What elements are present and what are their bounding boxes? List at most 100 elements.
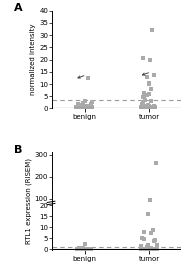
Point <box>86 104 89 108</box>
Point <box>90 247 93 251</box>
Point <box>147 247 150 251</box>
Point <box>147 92 150 96</box>
Point <box>148 81 151 85</box>
Point <box>143 104 146 108</box>
Point <box>84 247 87 251</box>
Point <box>144 104 147 109</box>
Point <box>144 105 147 109</box>
Point <box>139 247 142 251</box>
Point <box>148 105 151 110</box>
Point <box>75 247 78 251</box>
Point <box>142 247 145 251</box>
Point <box>77 105 80 109</box>
Point <box>76 105 79 109</box>
Point <box>80 105 83 109</box>
Point <box>147 106 150 110</box>
Point <box>90 247 93 251</box>
Point <box>79 247 82 251</box>
Point <box>141 100 144 105</box>
Point <box>143 247 146 251</box>
Point <box>155 247 158 251</box>
Point <box>142 247 145 251</box>
Point <box>142 56 145 61</box>
Point <box>89 104 92 108</box>
Point <box>75 104 78 109</box>
Point <box>82 246 85 250</box>
Point <box>141 105 144 109</box>
Point <box>156 247 159 251</box>
Point <box>82 247 85 251</box>
Point <box>86 105 89 109</box>
Point <box>143 94 146 98</box>
Point <box>140 105 143 109</box>
Point <box>79 246 82 251</box>
Point <box>77 105 80 110</box>
Point <box>84 242 87 246</box>
Point <box>84 99 87 103</box>
Point <box>146 245 149 249</box>
Point <box>79 247 82 251</box>
Point <box>90 105 93 109</box>
Point <box>84 105 87 110</box>
Point <box>80 247 83 251</box>
Point <box>141 101 144 106</box>
Point <box>89 102 92 106</box>
Point <box>78 104 81 108</box>
Point <box>86 247 89 251</box>
Point <box>86 76 89 81</box>
Point <box>143 247 146 251</box>
Point <box>140 244 143 249</box>
Point <box>75 104 78 109</box>
Point <box>149 99 152 103</box>
Point <box>82 101 85 105</box>
Point <box>86 247 89 251</box>
Point <box>143 98 146 102</box>
Point <box>82 105 85 109</box>
Point <box>142 237 145 241</box>
Point <box>87 105 90 109</box>
Point <box>152 104 155 108</box>
Point <box>156 247 159 251</box>
Point <box>153 73 156 78</box>
Point <box>145 105 148 109</box>
Point <box>154 105 157 109</box>
Point <box>152 239 155 243</box>
Point <box>86 247 89 251</box>
Point <box>91 104 94 109</box>
Point <box>88 104 91 108</box>
Point <box>148 104 151 108</box>
Point <box>86 104 89 108</box>
Point <box>148 247 151 251</box>
Point <box>77 247 80 251</box>
Point <box>89 105 92 109</box>
Point <box>76 247 79 251</box>
Point <box>142 105 145 109</box>
Point <box>154 238 157 242</box>
Point <box>156 247 159 251</box>
Point <box>146 105 149 110</box>
Point <box>141 95 144 100</box>
Point <box>91 100 94 104</box>
Point <box>148 104 151 109</box>
Point <box>150 105 153 110</box>
Point <box>150 87 153 91</box>
Point <box>154 247 157 251</box>
Point <box>149 231 152 235</box>
Point <box>76 101 79 106</box>
Point <box>151 28 154 33</box>
Point <box>84 104 87 109</box>
Point <box>143 90 146 95</box>
Y-axis label: RTL1 expression (RISEM): RTL1 expression (RISEM) <box>25 158 32 244</box>
Point <box>139 245 142 249</box>
Point <box>147 82 150 86</box>
Point <box>149 246 152 250</box>
Point <box>77 246 80 250</box>
Point <box>147 243 150 247</box>
Point <box>149 58 152 62</box>
Point <box>82 106 85 110</box>
Point <box>148 105 151 109</box>
Point <box>75 104 78 109</box>
Point <box>87 247 90 251</box>
Point <box>148 105 151 109</box>
Text: B: B <box>14 145 22 155</box>
